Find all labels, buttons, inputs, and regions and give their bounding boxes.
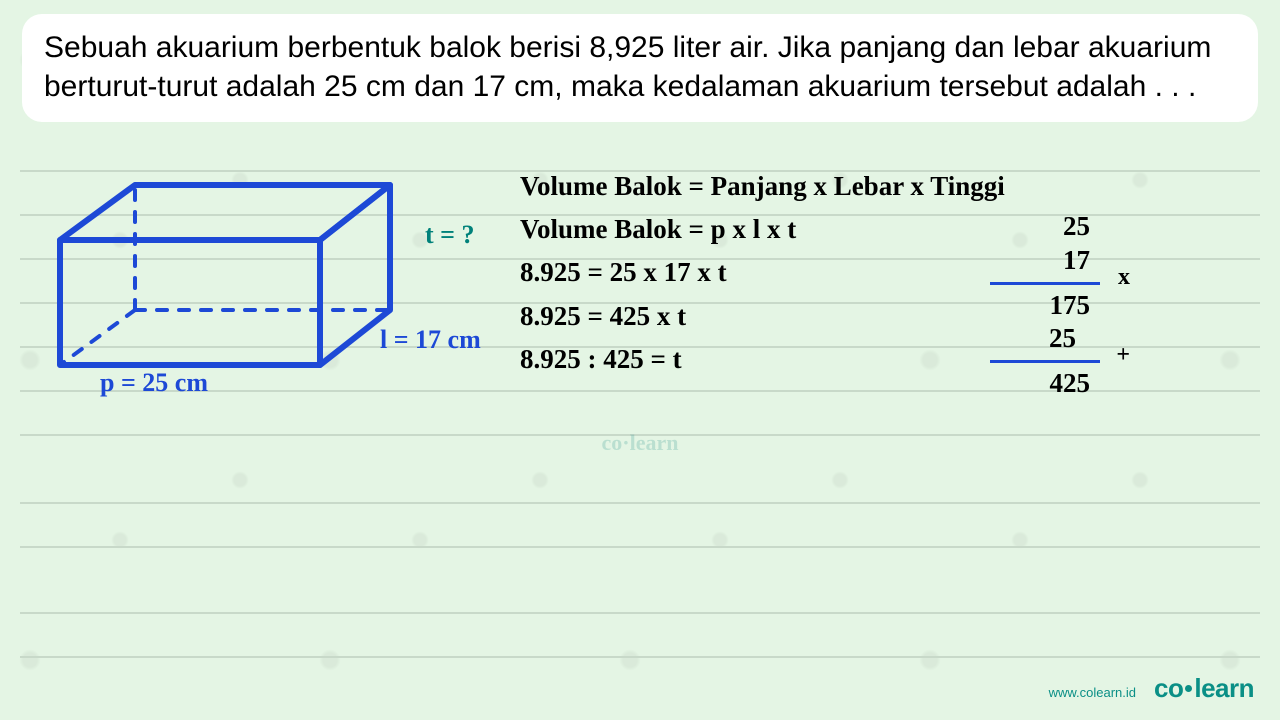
- brand-logo: colearn: [1154, 673, 1254, 704]
- brand-right: learn: [1194, 673, 1254, 703]
- brand-left: co: [1154, 673, 1183, 703]
- mult-op-times: x: [1118, 264, 1130, 291]
- label-p: p = 25 cm: [100, 368, 208, 398]
- mult-result: 425: [990, 367, 1130, 401]
- calc-line-2: Volume Balok = p x l x t: [520, 208, 1000, 251]
- mult-b: 17: [990, 244, 1130, 278]
- brand-dot-icon: [1185, 685, 1192, 692]
- calc-line-4: 8.925 = 425 x t: [520, 295, 1000, 338]
- label-l: l = 17 cm: [380, 325, 481, 355]
- question-text: Sebuah akuarium berbentuk balok berisi 8…: [44, 28, 1236, 106]
- label-t: t = ?: [425, 220, 474, 250]
- mult-partial2: 25: [990, 322, 1130, 356]
- calc-line-1: Volume Balok = Panjang x Lebar x Tinggi: [520, 165, 1000, 208]
- mult-partial1: 175: [990, 289, 1130, 323]
- footer-url: www.colearn.id: [1049, 685, 1136, 700]
- cuboid-diagram: t = ? l = 17 cm p = 25 cm: [40, 170, 500, 410]
- mult-a: 25: [990, 210, 1130, 244]
- question-card: Sebuah akuarium berbentuk balok berisi 8…: [22, 14, 1258, 122]
- watermark: co·learn: [602, 430, 679, 456]
- long-multiplication: 25 17 x 175 25 + 425: [990, 210, 1130, 401]
- footer: www.colearn.id colearn: [1049, 673, 1254, 704]
- calc-line-5: 8.925 : 425 = t: [520, 338, 1000, 381]
- mult-op-plus: +: [1116, 342, 1130, 369]
- calculation-steps: Volume Balok = Panjang x Lebar x Tinggi …: [520, 165, 1000, 381]
- calc-line-3: 8.925 = 25 x 17 x t: [520, 251, 1000, 294]
